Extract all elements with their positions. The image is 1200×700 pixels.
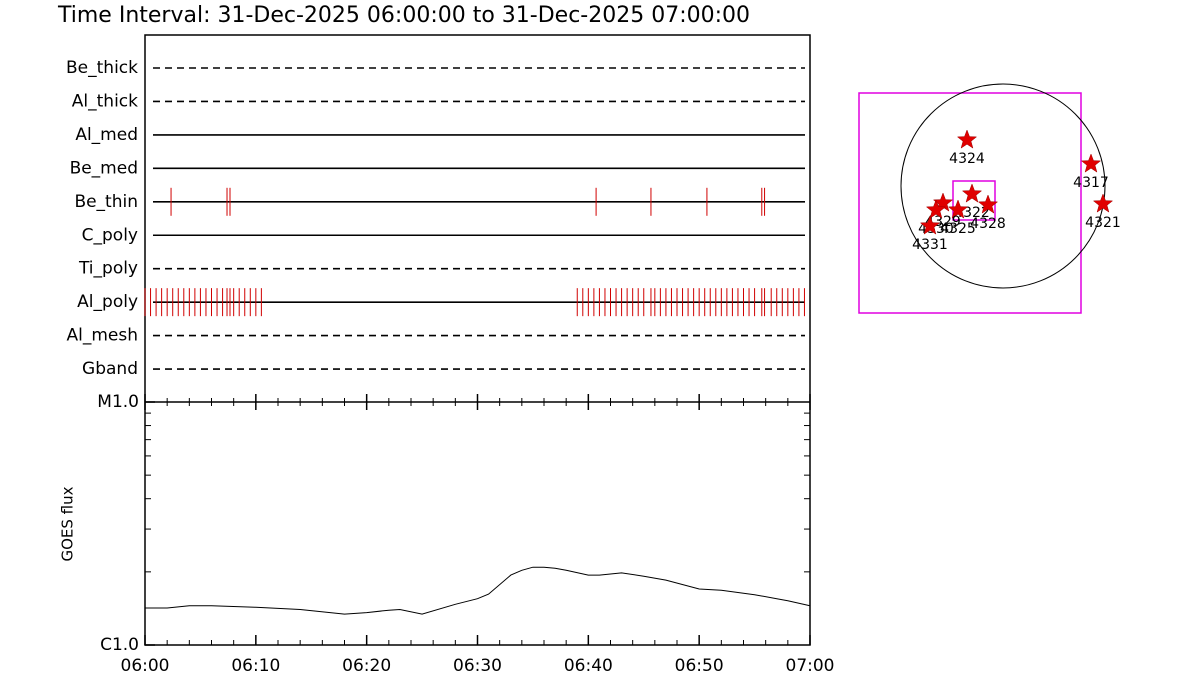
y-tick-label: C1.0	[100, 635, 139, 655]
filter-label: Be_thick	[66, 58, 138, 78]
region-star	[1092, 193, 1114, 213]
y-tick-label: M1.0	[97, 392, 139, 412]
region-star	[925, 199, 947, 219]
filter-label: Al_thick	[72, 91, 138, 111]
filter-label: C_poly	[82, 225, 138, 245]
region-star	[956, 129, 978, 149]
filter-label: Gband	[82, 359, 138, 379]
frame	[144, 34, 811, 646]
sun-limb	[900, 83, 1106, 289]
region-star	[961, 183, 983, 203]
goes-curve	[145, 566, 811, 615]
region-label: 4321	[1085, 215, 1121, 231]
region-star	[947, 199, 969, 219]
x-tick-label: 06:40	[564, 656, 613, 676]
x-tick-label: 06:10	[231, 656, 280, 676]
filter-label: Be_thin	[74, 192, 138, 212]
filter-label: Al_mesh	[66, 326, 138, 346]
target-box	[952, 180, 996, 221]
x-tick-label: 06:30	[453, 656, 502, 676]
x-tick-label: 07:00	[786, 656, 835, 676]
region-star	[977, 194, 999, 214]
filter-label: Ti_poly	[78, 259, 138, 279]
region-label: 4324	[949, 151, 985, 167]
region-star	[919, 215, 941, 235]
x-tick-label: 06:20	[342, 656, 391, 676]
x-tick-label: 06:50	[675, 656, 724, 676]
fov-box	[858, 92, 1082, 314]
y-axis-label: GOES flux	[59, 486, 77, 561]
filter-label: Al_poly	[77, 292, 138, 312]
region-label: 4331	[912, 237, 948, 253]
title: Time Interval: 31-Dec-2025 06:00:00 to 3…	[57, 3, 750, 28]
x-tick-label: 06:00	[121, 656, 170, 676]
filter-label: Be_med	[70, 158, 138, 178]
filter-label: Al_med	[75, 125, 138, 145]
region-star	[1080, 153, 1102, 173]
region-label: 4317	[1073, 175, 1109, 191]
region-label: 4328	[970, 216, 1006, 232]
region-label: 4325	[940, 221, 976, 237]
